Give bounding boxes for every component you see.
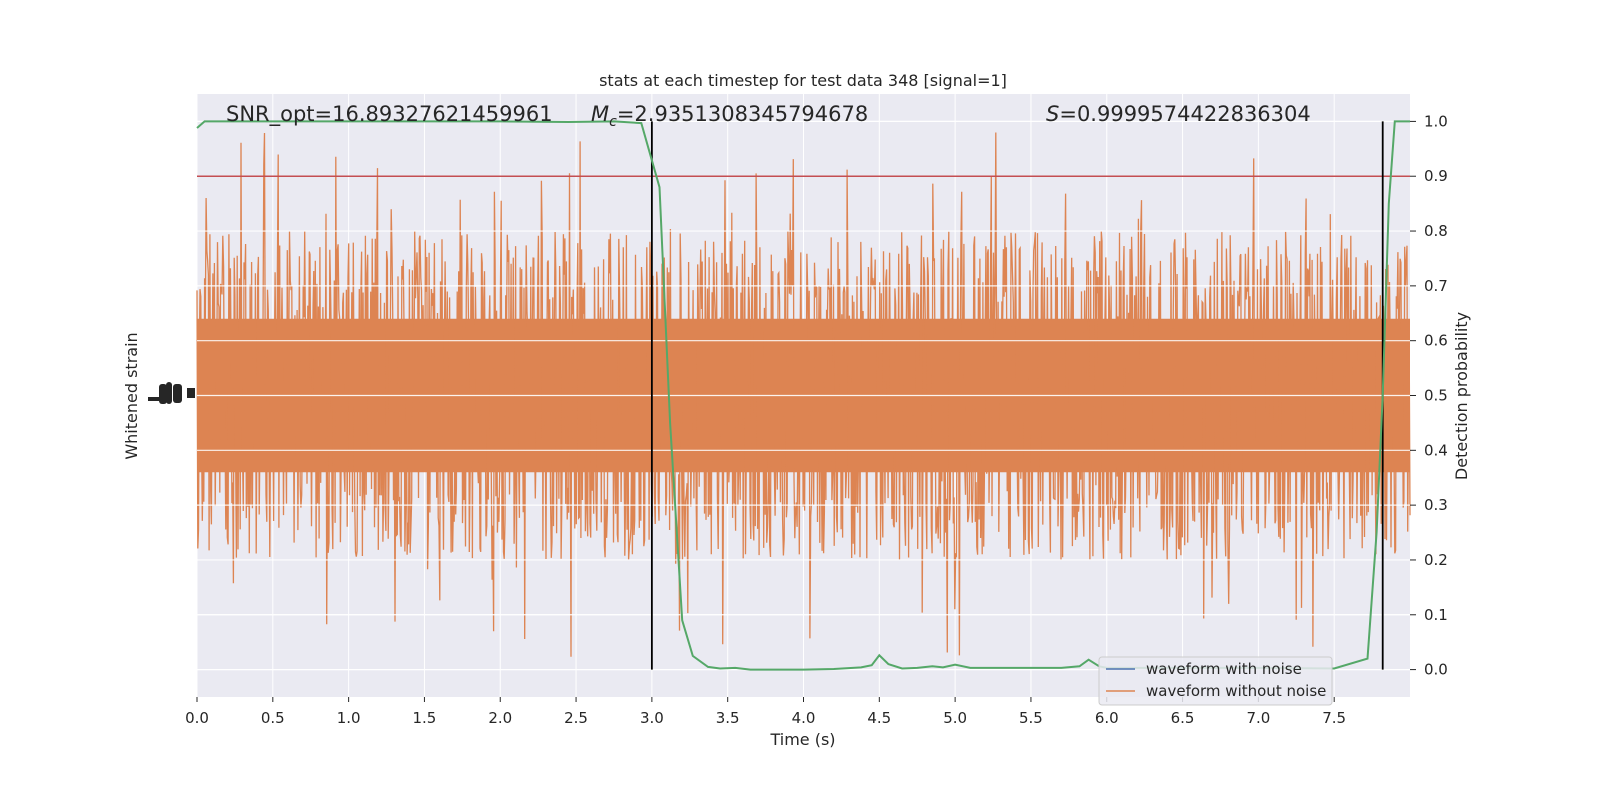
left-axis-tick-cluster: [148, 382, 195, 404]
x-tick-label: 2.5: [564, 709, 588, 727]
y-tick-label-right: 0.0: [1424, 661, 1448, 679]
x-tick-label: 5.5: [1019, 709, 1043, 727]
x-tick-label: 7.5: [1322, 709, 1346, 727]
y-axis-label-left: Whitened strain: [122, 332, 141, 459]
y-tick-label-right: 1.0: [1424, 112, 1448, 130]
y-tick-label-right: 0.1: [1424, 606, 1448, 624]
legend-label-without-noise: waveform without noise: [1146, 682, 1326, 700]
x-tick-label: 3.5: [716, 709, 740, 727]
legend-label-with-noise: waveform with noise: [1146, 660, 1302, 678]
y-tick-label-right: 0.7: [1424, 277, 1448, 295]
x-tick-label: 3.0: [640, 709, 664, 727]
x-tick-label: 5.0: [943, 709, 967, 727]
y-axis-label-right: Detection probability: [1452, 312, 1471, 480]
y-tick-label-right: 0.9: [1424, 167, 1448, 185]
score-annotation: S=0.9999574422836304: [1046, 102, 1311, 126]
x-tick-label: 4.0: [792, 709, 816, 727]
s-symbol: S: [1046, 102, 1059, 126]
legend-box: [1098, 656, 1333, 706]
x-tick-label: 1.0: [337, 709, 361, 727]
s-value: =0.9999574422836304: [1059, 102, 1310, 126]
x-tick-label: 6.0: [1095, 709, 1119, 727]
x-tick-label: 2.0: [488, 709, 512, 727]
mc-subscript: c: [609, 114, 617, 130]
y-tick-label-right: 0.6: [1424, 332, 1448, 350]
y-tick-label-right: 0.8: [1424, 222, 1448, 240]
y-tick-label-right: 0.2: [1424, 551, 1448, 569]
x-tick-label: 0.5: [261, 709, 285, 727]
snr-annotation: SNR_opt=16.89327621459961: [226, 102, 553, 127]
strain-line: [196, 132, 1411, 657]
x-axis-label: Time (s): [769, 730, 835, 749]
mc-symbol: M: [591, 102, 609, 126]
y-tick-label-right: 0.4: [1424, 441, 1448, 459]
x-tick-label: 0.0: [185, 709, 209, 727]
x-tick-label: 1.5: [413, 709, 437, 727]
chirp-mass-annotation: Mc=2.9351308345794678: [591, 102, 868, 130]
overlay: [196, 120, 1410, 671]
mc-value: =2.9351308345794678: [617, 102, 868, 126]
y-tick-label-right: 0.5: [1424, 387, 1448, 405]
x-tick-label: 4.5: [867, 709, 891, 727]
x-tick-label: 6.5: [1171, 709, 1195, 727]
y-tick-label-right: 0.3: [1424, 496, 1448, 514]
x-tick-label: 7.0: [1246, 709, 1270, 727]
chart-title: stats at each timestep for test data 348…: [599, 71, 1007, 90]
legend: waveform with noise waveform without noi…: [1098, 656, 1333, 706]
axes-ticks: 0.0 0.5 1.0 1.5 2.0 2.5 3.0 3.5 4.0 4.5 5.0 5.5 6.0 6…: [185, 112, 1448, 727]
